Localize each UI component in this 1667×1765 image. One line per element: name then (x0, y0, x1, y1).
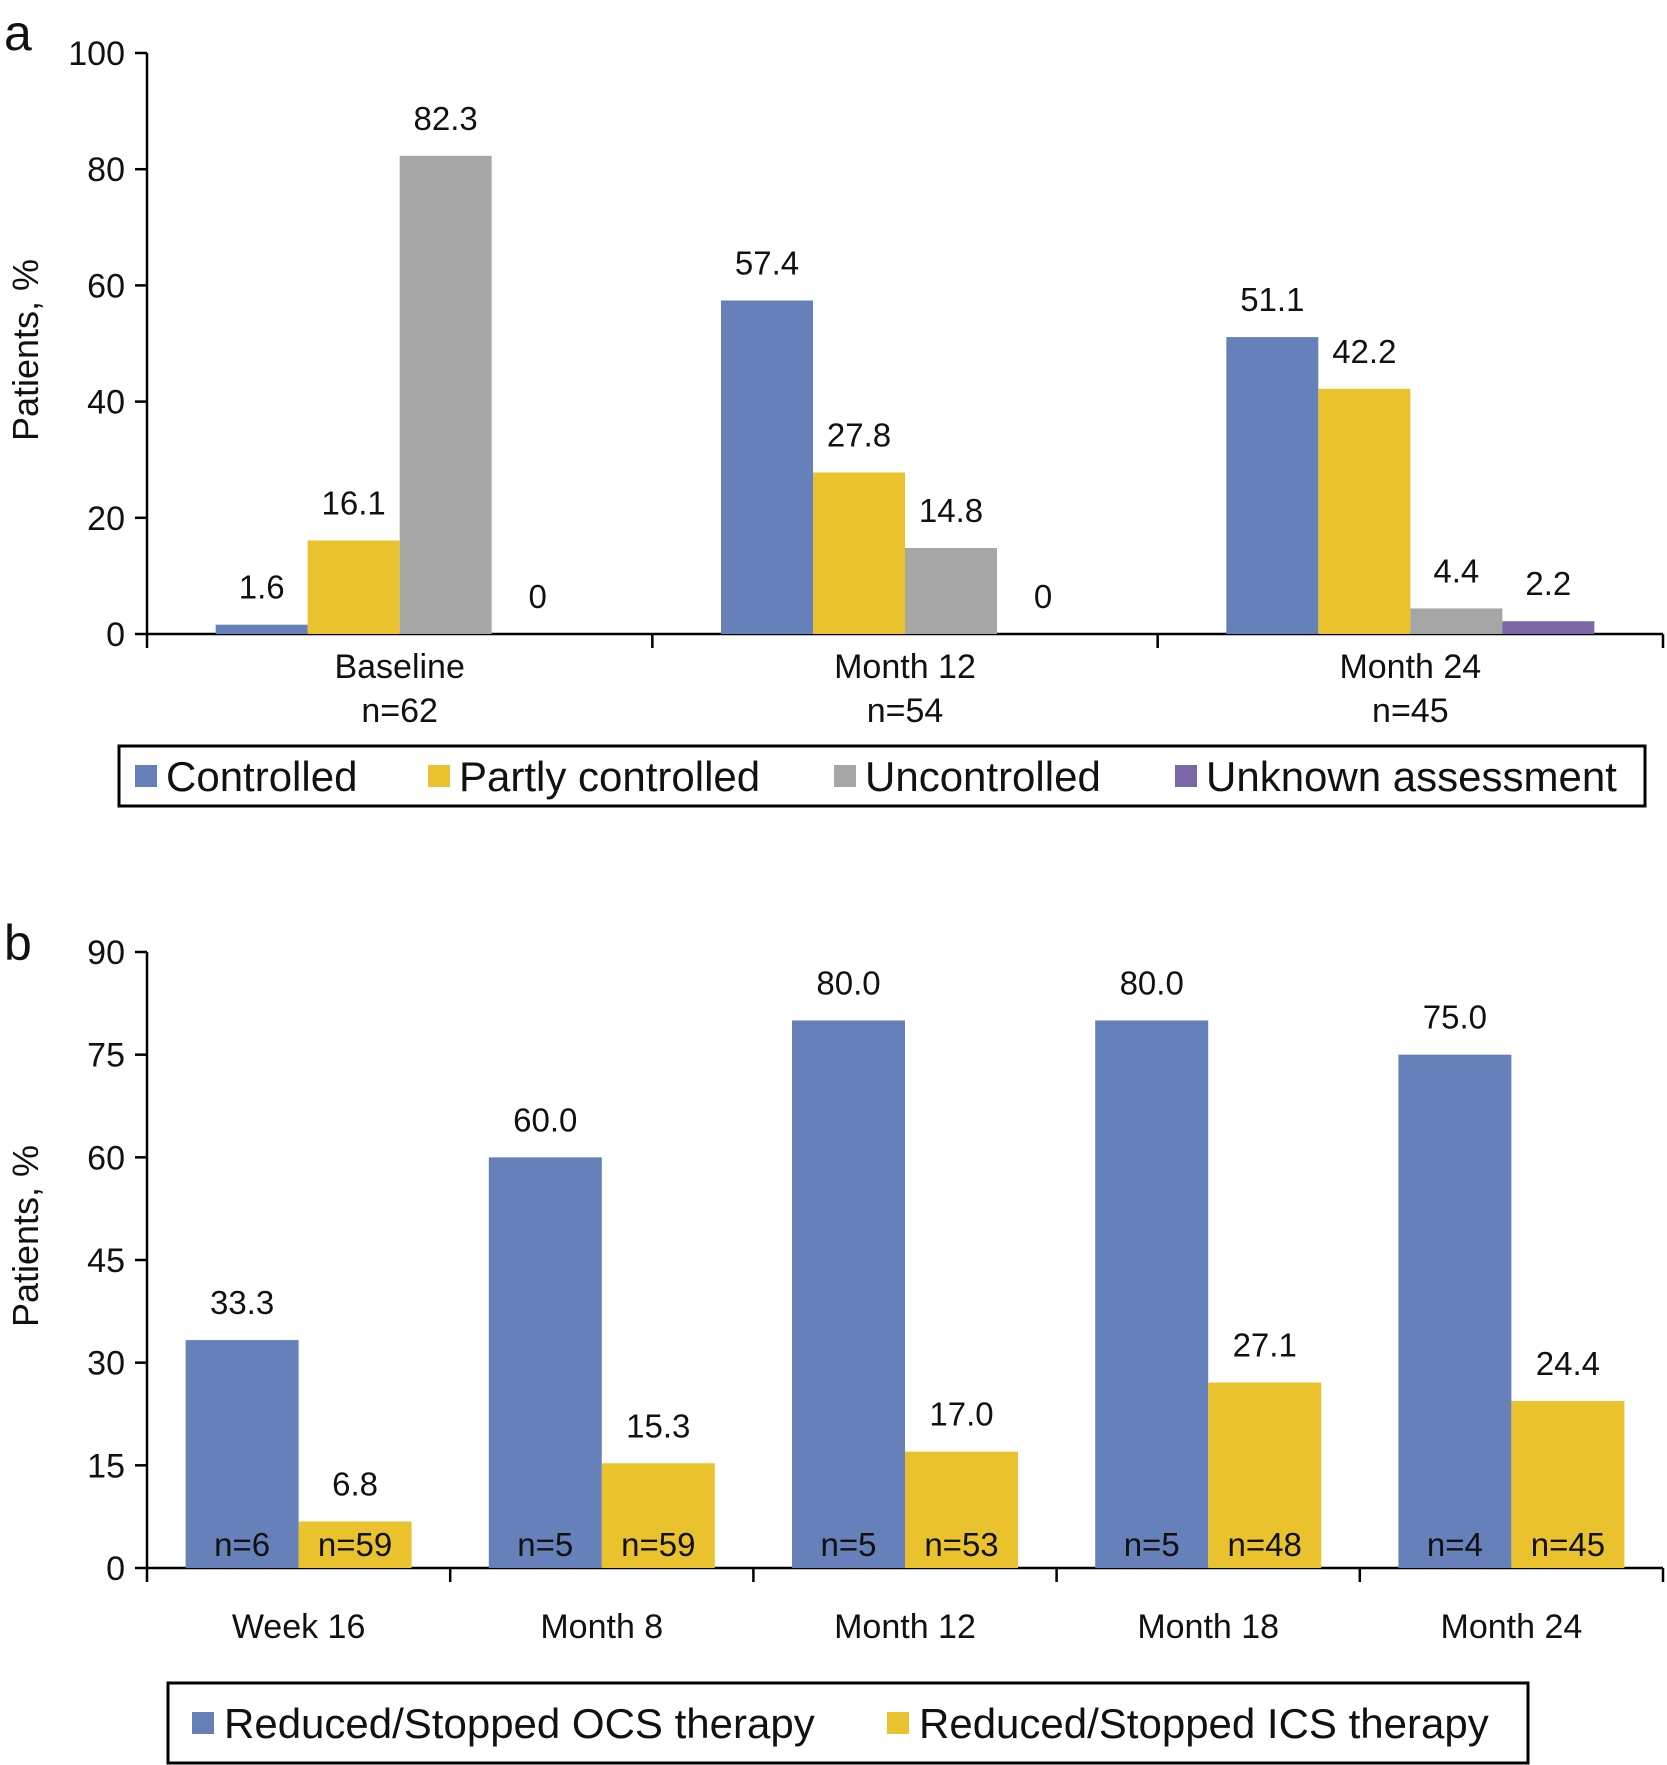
panel-a-value-label-uncontrolled-month-24: 4.4 (1433, 552, 1479, 589)
panel-b-y-axis-title: Patients, % (5, 1145, 46, 1327)
panel-b-legend-box (166, 1681, 1530, 1765)
panel-a-value-label-uncontrolled-baseline: 82.3 (414, 100, 478, 137)
panel-b-value-label-reduced-stopped-ocs-therapy-week-16: 33.3 (210, 1284, 274, 1321)
panel-b-y-tick-label: 45 (87, 1242, 125, 1280)
panel-b-bar-reduced-stopped-ocs-therapy-month-24 (1398, 1054, 1512, 1568)
panel-a-y-tick-label: 20 (87, 500, 125, 538)
panel-b-n-label-reduced-stopped-ics-therapy-month-24: n=45 (1531, 1526, 1605, 1563)
panel-a-legend-swatch-controlled (135, 765, 157, 787)
panel-b-y-tick-label: 60 (87, 1139, 125, 1177)
panel-a-bar-chart: a Patients, % 0 20 40 60 80 100 1.6 16.1 82.3 0 Base… (4, 5, 1665, 808)
panel-a-bar-uncontrolled-month-24 (1410, 608, 1503, 634)
panel-b-n-label-reduced-stopped-ocs-therapy-month-12: n=5 (821, 1526, 877, 1563)
panel-b-category-label-month-8: Month 8 (540, 1608, 663, 1646)
panel-b-category-label-month-24: Month 24 (1441, 1608, 1583, 1646)
panel-b-bar-reduced-stopped-ics-therapy-month-12 (905, 1451, 1018, 1568)
panel-a-value-label-uncontrolled-month-12: 14.8 (919, 492, 983, 529)
panel-a-letter: a (4, 5, 32, 61)
panel-b-value-label-reduced-stopped-ocs-therapy-month-24: 75.0 (1423, 999, 1487, 1036)
panel-b-bar-reduced-stopped-ocs-therapy-month-8 (488, 1157, 602, 1568)
panel-a-legend-label-controlled: Controlled (166, 753, 357, 800)
panel-a-value-label-controlled-baseline: 1.6 (239, 569, 285, 606)
panel-a-category-sublabel-baseline: n=62 (361, 692, 438, 730)
panel-b-category-label-month-12: Month 12 (834, 1608, 976, 1646)
panel-a-value-label-controlled-month-24: 51.1 (1240, 281, 1304, 318)
panel-a-legend-box (117, 744, 1647, 808)
panel-b-value-label-reduced-stopped-ocs-therapy-month-8: 60.0 (513, 1101, 577, 1138)
panel-a-value-label-partly-controlled-month-12: 27.8 (827, 416, 891, 453)
panel-a-value-label-partly-controlled-month-24: 42.2 (1332, 333, 1396, 370)
panel-b-bar-reduced-stopped-ics-therapy-month-8 (601, 1463, 715, 1568)
panel-b-value-label-reduced-stopped-ics-therapy-month-8: 15.3 (626, 1407, 690, 1444)
panel-a-y-tick-label: 80 (87, 151, 125, 189)
panel-a-bar-controlled-baseline (215, 624, 308, 634)
panel-b-n-label-reduced-stopped-ics-therapy-month-8: n=59 (621, 1526, 695, 1563)
panel-b-legend-swatch-reduced-stopped-ics-therapy (887, 1712, 909, 1734)
panel-b-value-label-reduced-stopped-ocs-therapy-month-18: 80.0 (1120, 964, 1184, 1001)
panel-a-bar-partly-controlled-month-24 (1318, 388, 1411, 634)
panel-a-value-label-controlled-month-12: 57.4 (735, 245, 799, 282)
panel-b-letter: b (4, 915, 32, 971)
panel-a-category-sublabel-month-12: n=54 (867, 692, 944, 730)
panel-b-category-label-month-18: Month 18 (1137, 1608, 1279, 1646)
panel-a-bar-uncontrolled-baseline (399, 155, 492, 634)
panel-b-y-tick-label: 75 (87, 1037, 125, 1075)
panel-b-n-label-reduced-stopped-ocs-therapy-month-18: n=5 (1124, 1526, 1180, 1563)
panel-a-bar-uncontrolled-month-12 (905, 548, 997, 634)
panel-b-n-label-reduced-stopped-ocs-therapy-month-24: n=4 (1427, 1526, 1483, 1563)
panel-a-value-label-unknown-assessment-baseline: 0 (528, 578, 546, 615)
panel-a-y-tick-label: 100 (68, 35, 125, 73)
panel-a-y-tick-label: 40 (87, 384, 125, 422)
panel-a-legend-label-uncontrolled: Uncontrolled (865, 753, 1101, 800)
panel-a-legend-label-partly-controlled: Partly controlled (459, 753, 760, 800)
panel-a-bar-partly-controlled-month-12 (813, 472, 905, 634)
panel-b-value-label-reduced-stopped-ics-therapy-week-16: 6.8 (332, 1465, 378, 1502)
panel-b-n-label-reduced-stopped-ics-therapy-month-18: n=48 (1228, 1526, 1302, 1563)
panel-b-bar-chart: b Patients, % 0 15 30 45 60 75 90 33.3 n=6 6.8 n=59 W… (4, 915, 1665, 1765)
panel-b-bar-reduced-stopped-ocs-therapy-month-12 (792, 1020, 905, 1568)
panel-b-y-tick-label: 15 (87, 1447, 125, 1485)
panel-a-bar-controlled-month-24 (1226, 337, 1319, 634)
panel-a-y-tick-label: 0 (106, 616, 125, 654)
panel-b-legend-label-reduced-stopped-ocs-therapy: Reduced/Stopped OCS therapy (224, 1700, 815, 1747)
panel-a-legend: Controlled Partly controlled Uncontrolled U… (117, 744, 1647, 808)
panel-a-category-label-month-24: Month 24 (1339, 648, 1481, 686)
panel-a-category-label-month-12: Month 12 (834, 648, 976, 686)
panel-b-bar-reduced-stopped-ics-therapy-week-16 (298, 1521, 412, 1568)
panel-b-bar-reduced-stopped-ics-therapy-month-18 (1208, 1382, 1322, 1568)
panel-a-legend-label-unknown-assessment: Unknown assessment (1206, 753, 1617, 800)
panel-a-bar-controlled-month-12 (721, 300, 813, 634)
panel-b-bar-reduced-stopped-ocs-therapy-week-16 (185, 1340, 299, 1568)
panel-b-n-label-reduced-stopped-ics-therapy-month-12: n=53 (924, 1526, 998, 1563)
panel-a-value-label-unknown-assessment-month-24: 2.2 (1525, 565, 1571, 602)
panel-a-category-sublabel-month-24: n=45 (1372, 692, 1449, 730)
panel-b-legend-label-reduced-stopped-ics-therapy: Reduced/Stopped ICS therapy (919, 1700, 1489, 1747)
panel-a-bar-unknown-assessment-month-24 (1502, 621, 1595, 634)
panel-b-n-label-reduced-stopped-ocs-therapy-week-16: n=6 (214, 1526, 270, 1563)
panel-b-legend-swatch-reduced-stopped-ocs-therapy (192, 1712, 214, 1734)
panel-b-value-label-reduced-stopped-ics-therapy-month-12: 17.0 (929, 1396, 993, 1433)
panel-b-y-tick-label: 90 (87, 934, 125, 972)
panel-b-value-label-reduced-stopped-ics-therapy-month-18: 27.1 (1233, 1327, 1297, 1364)
panel-b-value-label-reduced-stopped-ics-therapy-month-24: 24.4 (1536, 1345, 1600, 1382)
panel-a-value-label-unknown-assessment-month-12: 0 (1034, 578, 1052, 615)
panel-b-n-label-reduced-stopped-ics-therapy-week-16: n=59 (318, 1526, 392, 1563)
panel-b-legend: Reduced/Stopped OCS therapy Reduced/Stopp… (166, 1681, 1530, 1765)
panel-b-bar-reduced-stopped-ics-therapy-month-24 (1511, 1400, 1625, 1568)
panel-b-n-label-reduced-stopped-ocs-therapy-month-8: n=5 (517, 1526, 573, 1563)
panel-b-category-label-week-16: Week 16 (232, 1608, 366, 1646)
panel-b-y-tick-label: 0 (106, 1550, 125, 1588)
panel-a-legend-swatch-unknown-assessment (1175, 765, 1197, 787)
panel-a-y-axis-title: Patients, % (5, 259, 46, 441)
panel-a-legend-swatch-partly-controlled (428, 765, 450, 787)
panel-b-bar-reduced-stopped-ocs-therapy-month-18 (1095, 1020, 1209, 1568)
panel-a-legend-swatch-uncontrolled (834, 765, 856, 787)
panel-a-bar-partly-controlled-baseline (307, 540, 400, 634)
panel-a-y-tick-label: 60 (87, 267, 125, 305)
panel-a-category-label-baseline: Baseline (334, 648, 464, 686)
panel-b-y-tick-label: 30 (87, 1345, 125, 1383)
panel-a-value-label-partly-controlled-baseline: 16.1 (322, 484, 386, 521)
panel-b-value-label-reduced-stopped-ocs-therapy-month-12: 80.0 (816, 964, 880, 1001)
